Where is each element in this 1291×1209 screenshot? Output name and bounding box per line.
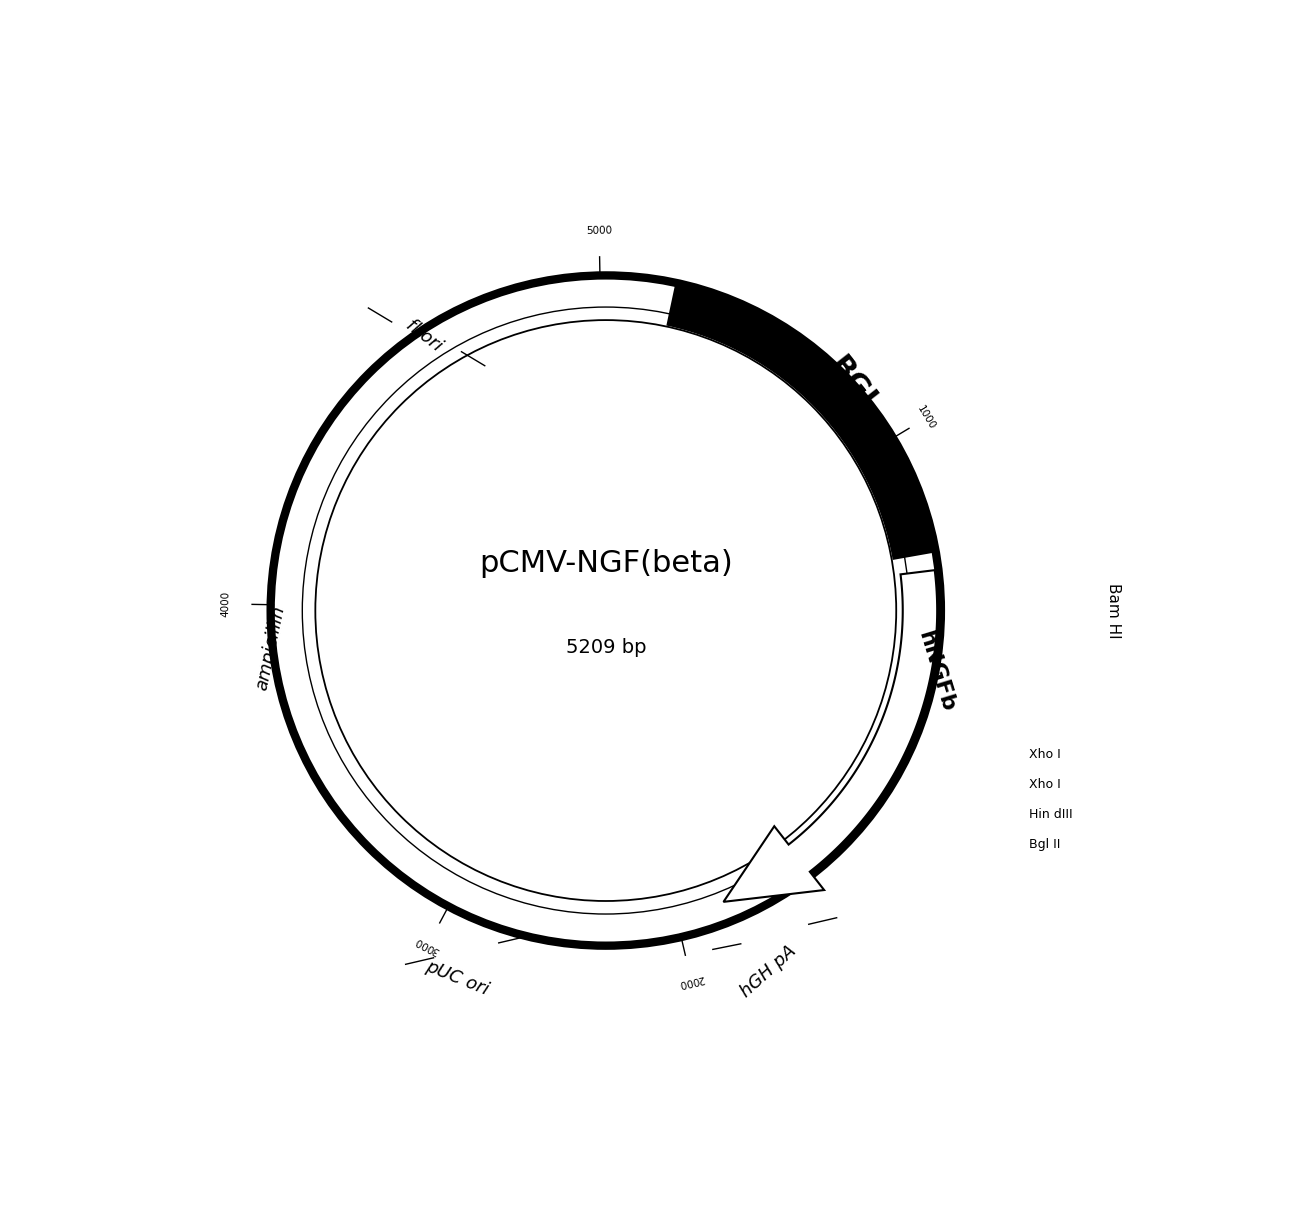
Text: hNGFb: hNGFb [914,629,958,715]
Text: 2000: 2000 [678,973,705,989]
Text: ampicillin: ampicillin [253,603,288,692]
Text: Hin dIII: Hin dIII [1029,808,1073,821]
Text: Xho I: Xho I [1029,779,1061,791]
Text: pCMV-NGF(beta): pCMV-NGF(beta) [479,550,733,578]
Text: 4000: 4000 [221,591,231,617]
Text: hGH pA: hGH pA [737,942,800,1001]
Text: 1000: 1000 [915,404,937,432]
Text: 3000: 3000 [413,936,442,956]
Text: fl ori: fl ori [403,317,445,355]
Text: BGI: BGI [824,352,880,413]
Text: 5000: 5000 [586,226,612,236]
Text: Xho I: Xho I [1029,748,1061,762]
Wedge shape [666,284,935,560]
Text: Bgl II: Bgl II [1029,838,1061,851]
Text: Bam HI: Bam HI [1105,583,1121,638]
Text: pUC ori: pUC ori [422,958,491,999]
Polygon shape [723,571,937,902]
Text: 5209 bp: 5209 bp [565,638,646,658]
